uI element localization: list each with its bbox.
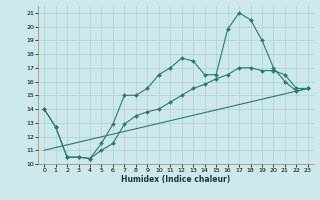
X-axis label: Humidex (Indice chaleur): Humidex (Indice chaleur) bbox=[121, 175, 231, 184]
